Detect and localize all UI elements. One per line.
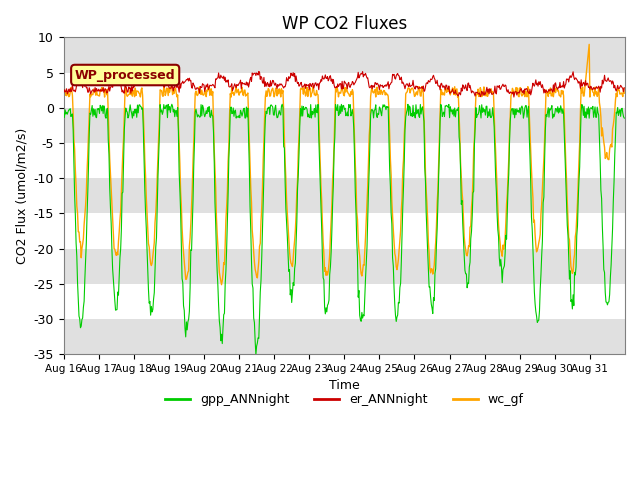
Title: WP CO2 Fluxes: WP CO2 Fluxes	[282, 15, 407, 33]
Bar	[63, 37, 625, 72]
Bar	[63, 178, 625, 213]
Bar	[63, 213, 625, 249]
Legend: gpp_ANNnight, er_ANNnight, wc_gf: gpp_ANNnight, er_ANNnight, wc_gf	[160, 388, 529, 411]
Bar	[63, 284, 625, 319]
Bar	[63, 319, 625, 354]
Text: WP_processed: WP_processed	[75, 69, 175, 82]
Y-axis label: CO2 Flux (umol/m2/s): CO2 Flux (umol/m2/s)	[15, 128, 28, 264]
Bar	[63, 72, 625, 108]
Bar	[63, 108, 625, 143]
X-axis label: Time: Time	[329, 379, 360, 393]
Bar	[63, 249, 625, 284]
Bar	[63, 143, 625, 178]
